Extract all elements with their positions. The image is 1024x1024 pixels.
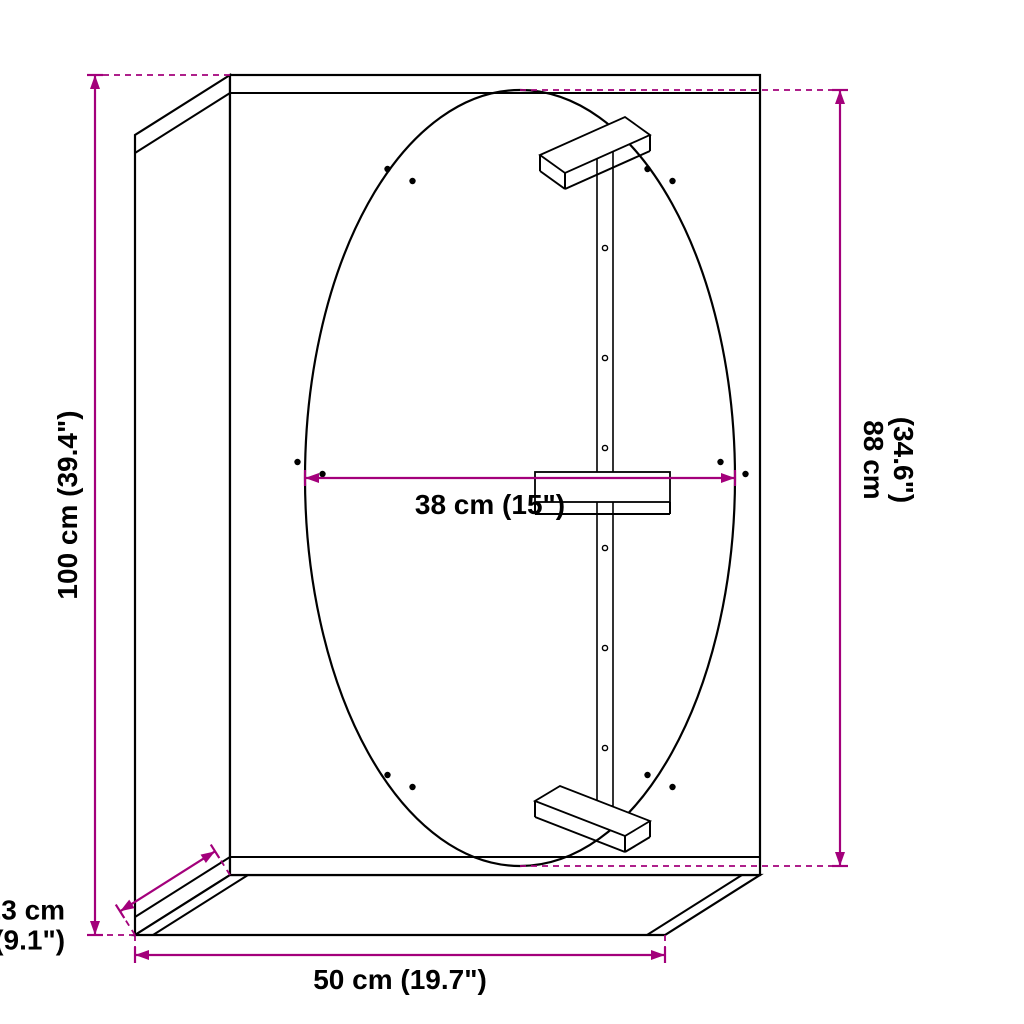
dim-height-inner-1: 88 cm [858,420,889,499]
dim-depth-2: (9.1") [0,924,65,955]
dim-height-inner-2: (34.6") [888,417,919,503]
dim-ellipse-width: 38 cm (15") [415,489,565,520]
dim-width-bottom: 50 cm (19.7") [313,964,487,995]
dim-height-total: 100 cm (39.4") [52,410,83,599]
dim-depth-1: 23 cm [0,894,65,925]
